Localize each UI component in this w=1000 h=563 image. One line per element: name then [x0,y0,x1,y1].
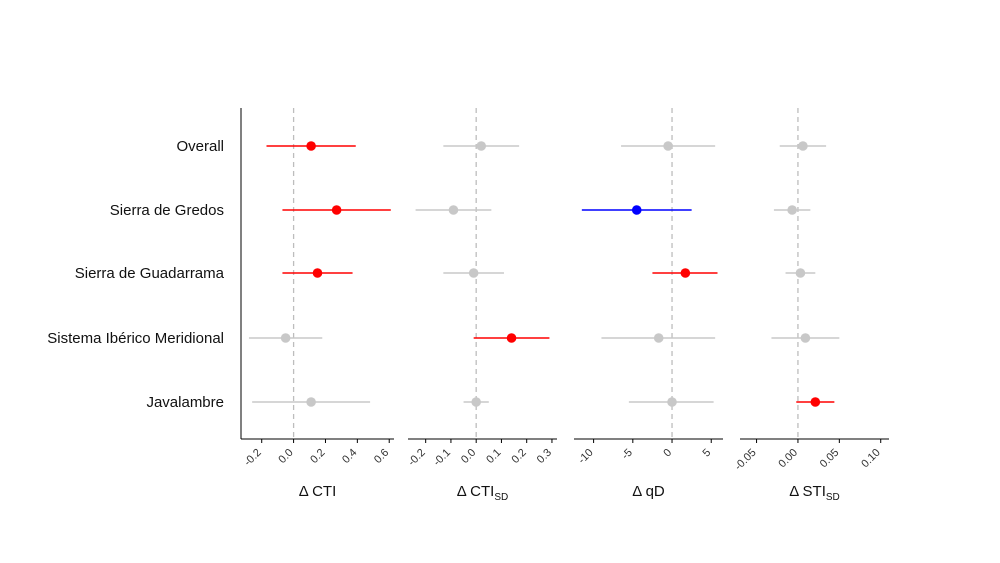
x-axis-title-main: Δ CTI [299,483,337,500]
category-label: Sistema Ibérico Meridional [47,330,224,347]
estimate-point [795,268,806,278]
category-label: Sierra de Gredos [110,202,224,219]
x-tick-label: 0.2 [510,447,529,466]
category-label: Javalambre [146,394,224,411]
x-tick-label: -5 [620,447,635,462]
estimate-point [280,333,291,343]
x-tick-label: 0 [661,447,674,460]
x-tick-label: 0.1 [484,447,503,466]
x-tick-label: -0.1 [431,447,453,469]
x-tick-label: 0.05 [818,447,842,471]
x-axis-title: Δ CTI [299,483,337,500]
estimate-point [468,268,479,278]
panel-2: -0.2 -0.1 0.0 0.1 0.2 0.3 Δ CTISD [406,108,557,503]
x-tick-label: -10 [576,447,596,467]
estimate-point [306,397,316,407]
x-axis-title-main: Δ CTI [457,483,495,500]
x-axis-title-main: Δ qD [632,483,665,500]
estimate-point [331,205,342,215]
estimate-point [476,141,487,151]
estimate-point [506,333,517,343]
x-tick-label: 0.00 [776,447,800,471]
estimate-point [663,141,673,151]
x-tick-label: -0.05 [732,447,758,473]
estimate-point [798,141,808,151]
x-tick-label: 0.0 [459,447,478,466]
panel-3: -10 -5 0 5 Δ qD [574,108,723,500]
x-tick-label: -0.2 [406,447,428,469]
category-label: Overall [176,138,224,155]
estimate-point [471,397,481,407]
estimate-point [448,205,459,215]
estimate-point [631,205,642,215]
x-tick-label: 0.2 [308,447,327,466]
x-axis-title-subscript: SD [826,492,840,503]
x-axis-title-subscript: SD [494,492,508,503]
x-tick-label: 0.6 [372,447,391,466]
estimate-point [667,397,677,407]
x-axis-title: Δ qD [632,483,665,500]
x-tick-label: -0.2 [242,447,264,469]
x-axis-title: Δ STISD [789,483,840,503]
estimate-point [312,268,323,278]
estimate-point [653,333,664,343]
estimate-point [810,397,821,407]
x-tick-label: 0.10 [859,447,883,471]
estimate-point [800,333,811,343]
x-axis-title: Δ CTISD [457,483,508,503]
estimate-point [306,141,316,151]
x-tick-label: 0.3 [535,447,554,466]
estimate-point [787,205,797,215]
panel-1: -0.2 0.0 0.2 0.4 0.6 Δ CTI [241,108,394,500]
x-tick-label: 0.4 [340,447,359,466]
panel-4: -0.05 0.00 0.05 0.10 Δ STISD [732,108,889,503]
category-label: Sierra de Guadarrama [75,265,225,282]
x-axis-title-main: Δ STI [789,483,826,500]
x-tick-label: 5 [701,447,714,460]
estimate-point [680,268,691,278]
x-tick-label: 0.0 [276,447,295,466]
